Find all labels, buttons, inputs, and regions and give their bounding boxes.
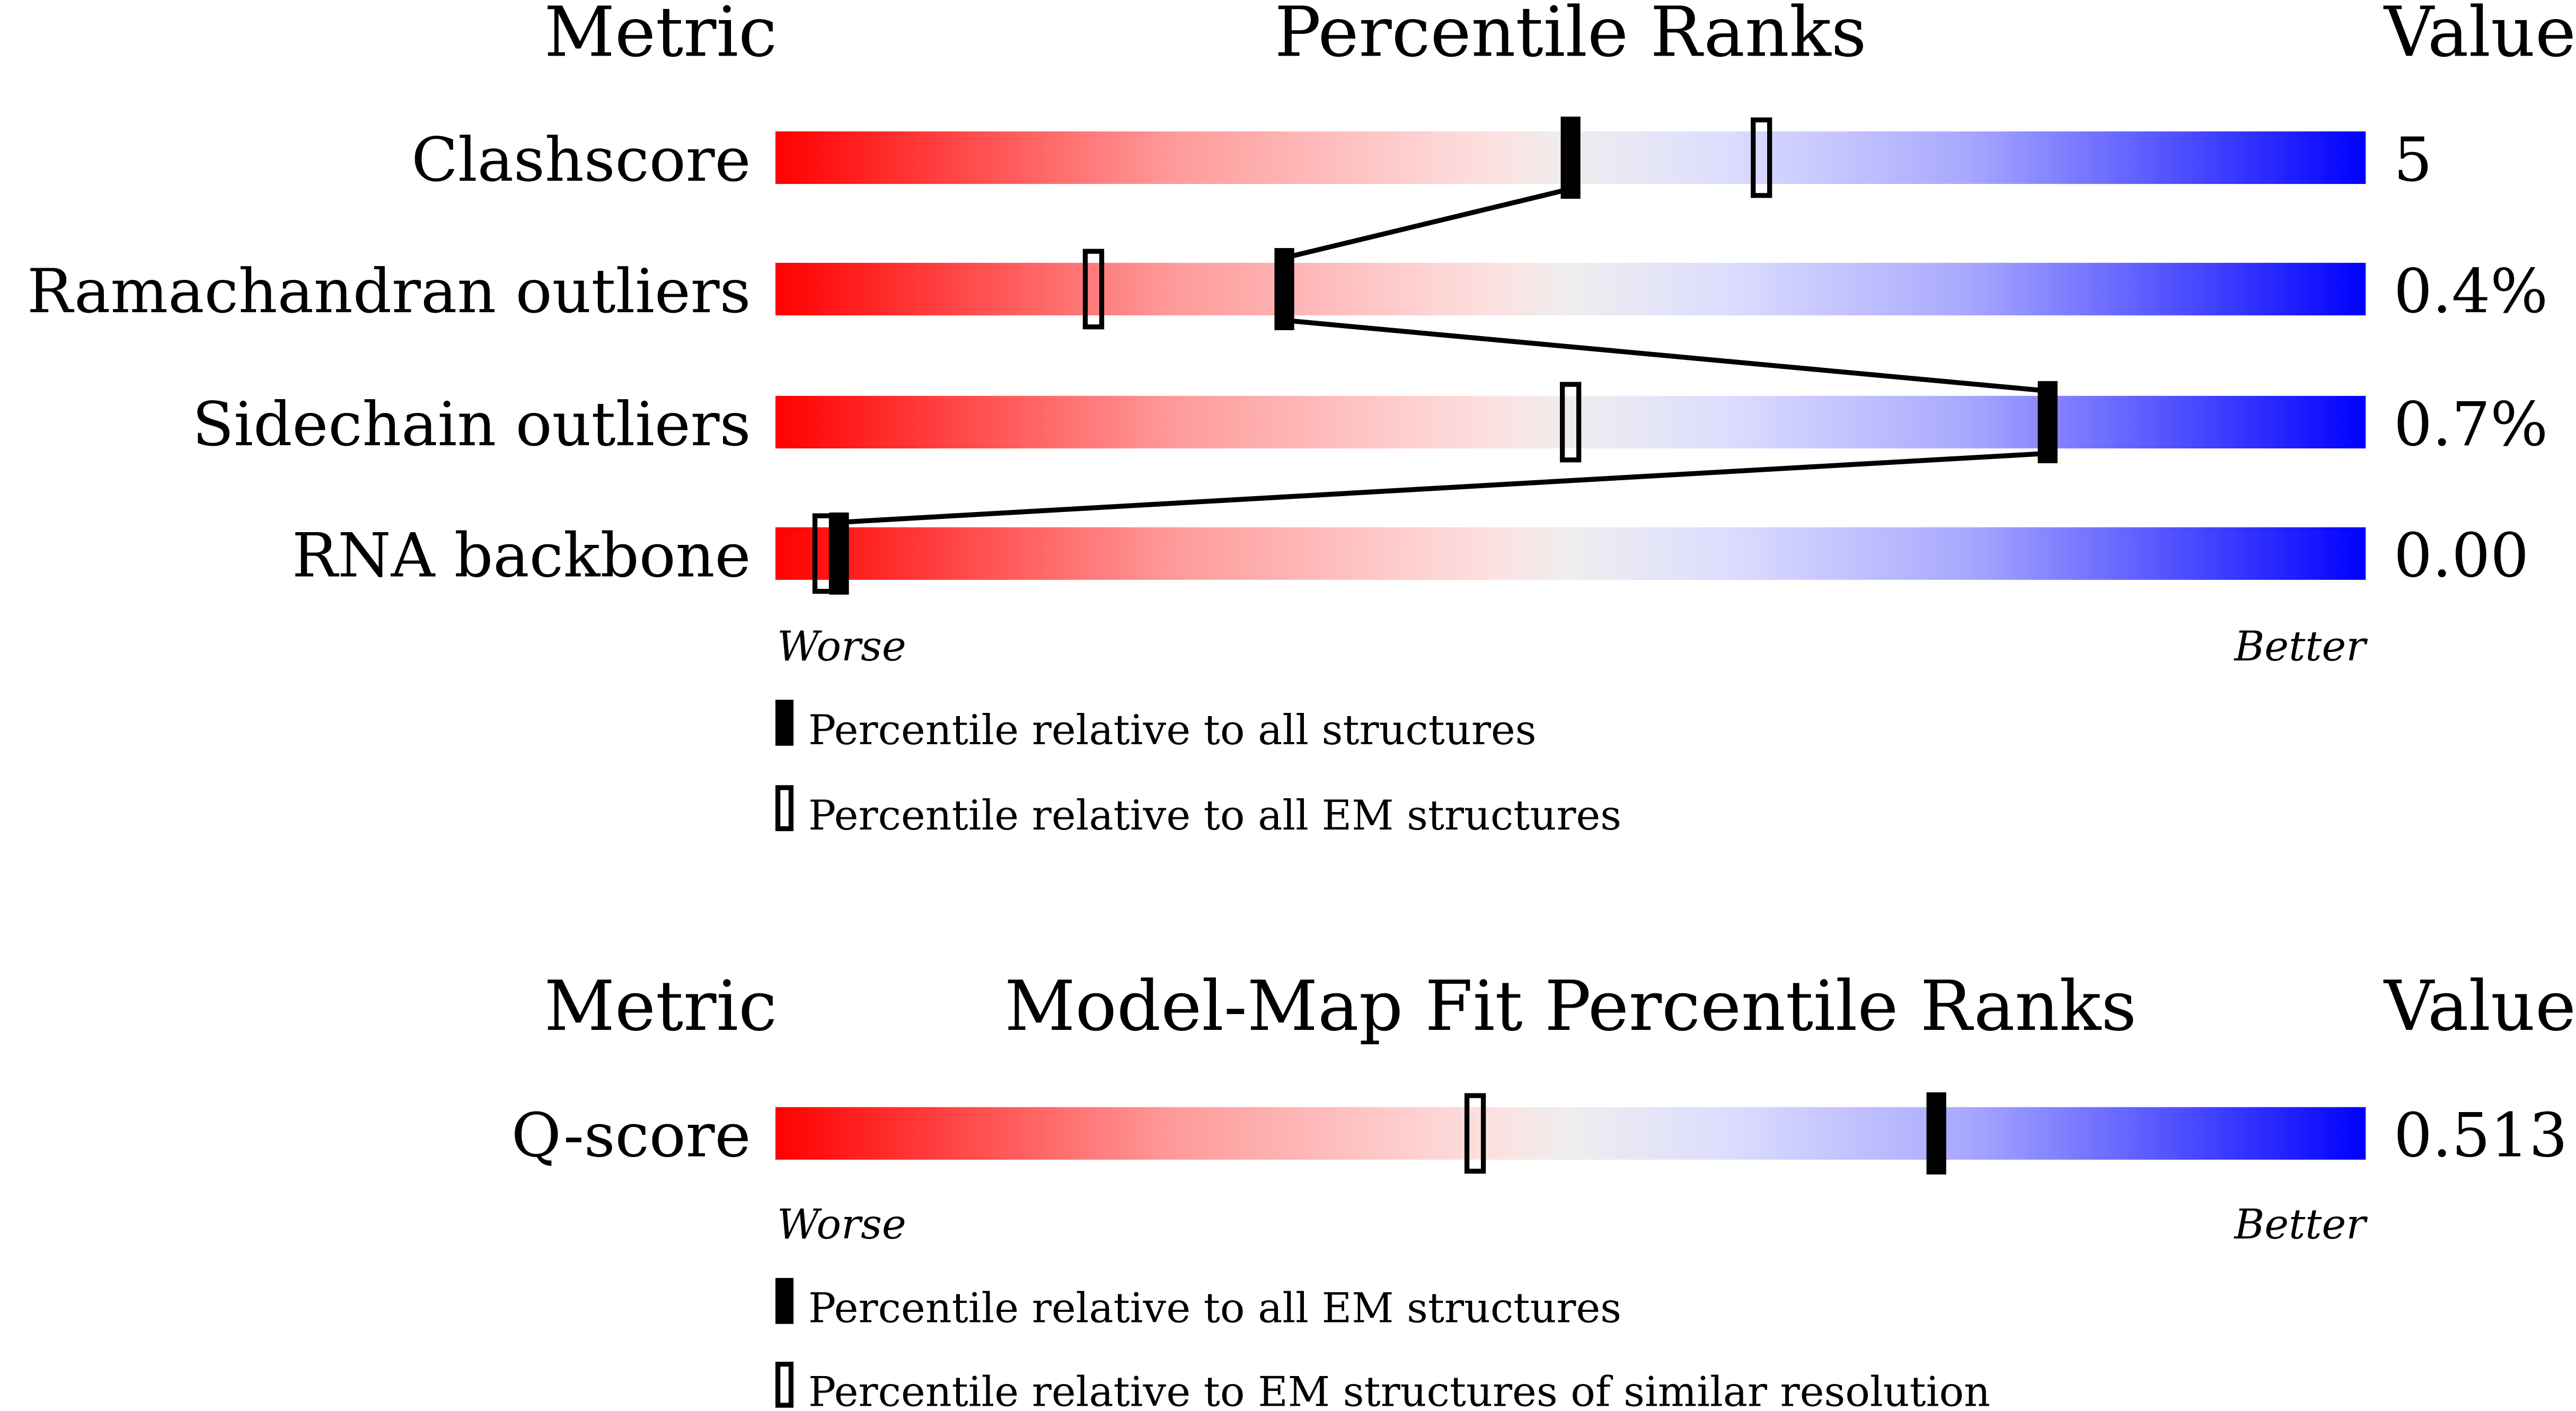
open-marker [1082, 249, 1105, 330]
open-marker [1559, 382, 1582, 463]
header-value: Value [2383, 966, 2576, 1046]
legend-filled-marker [775, 1277, 794, 1324]
filled-marker [1274, 248, 1294, 330]
metric-label: Clashscore [411, 125, 751, 196]
legend-label: Percentile relative to all EM structures [808, 792, 1621, 840]
filled-marker [1560, 117, 1581, 199]
metric-label: Q-score [511, 1101, 751, 1171]
open-marker [1751, 117, 1772, 198]
filled-marker [1926, 1092, 1946, 1175]
percentile-bar [775, 262, 2366, 315]
percentile-bar [775, 1107, 2366, 1160]
metric-label: RNA backbone [292, 521, 751, 592]
worse-label: Worse [777, 623, 906, 671]
metric-value: 0.513 [2394, 1101, 2568, 1171]
percentile-bar [775, 527, 2366, 580]
metric-label: Ramachandran outliers [27, 257, 751, 327]
filled-marker [2037, 381, 2058, 463]
better-label: Better [2233, 1201, 2368, 1249]
header-metric: Metric [544, 0, 777, 72]
legend-open-marker [775, 785, 794, 832]
header-metric: Metric [544, 966, 777, 1046]
filled-marker [829, 512, 849, 595]
legend-label: Percentile relative to all structures [808, 707, 1537, 754]
connector-line [839, 451, 2048, 525]
open-marker [1464, 1093, 1486, 1174]
metric-value: 0.00 [2394, 521, 2529, 592]
chart-title: Model-Map Fit Percentile Ranks [1004, 966, 2137, 1046]
better-label: Better [2233, 623, 2368, 671]
legend-open-marker [775, 1362, 794, 1408]
legend-filled-marker [775, 700, 794, 746]
connector-line [1284, 318, 2048, 394]
metric-value: 0.4% [2394, 257, 2548, 327]
worse-label: Worse [777, 1201, 906, 1249]
chart-title: Percentile Ranks [1275, 0, 1867, 72]
metric-value: 5 [2394, 125, 2432, 196]
header-value: Value [2383, 0, 2576, 72]
metric-value: 0.7% [2394, 390, 2548, 460]
connector-line [1283, 186, 1572, 261]
legend-label: Percentile relative to EM structures of … [808, 1369, 1990, 1411]
metric-label: Sidechain outliers [192, 390, 751, 460]
legend-label: Percentile relative to all EM structures [808, 1285, 1621, 1333]
percentile-bar [775, 395, 2366, 449]
